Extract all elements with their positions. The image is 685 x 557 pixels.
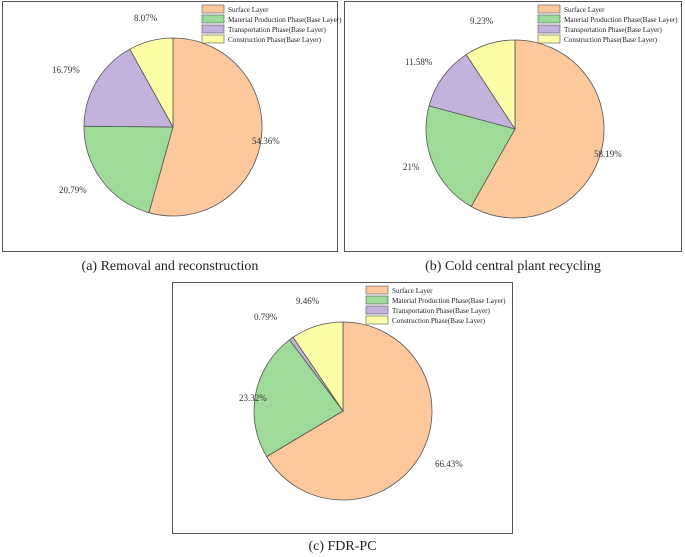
- legend-construction-swatch: [365, 315, 389, 325]
- slice-material-production: [83, 125, 174, 214]
- slice-surface-layer: [148, 37, 263, 217]
- legend-material-production-swatch: [201, 14, 225, 24]
- legend-construction-label: Construction Phase(Base Layer): [392, 317, 486, 325]
- pct-label-surface: 58.19%: [594, 149, 622, 159]
- pct-label-surface: 54.36%: [252, 136, 280, 146]
- chart-panel-a: 54.36% 20.79% 16.79% 8.07% Surface Layer Mate…: [2, 1, 342, 252]
- pct-label-transport: 16.79%: [52, 65, 80, 75]
- pie-chart-a: 54.36% 20.79% 16.79% 8.07% Surface Layer Mate…: [52, 4, 342, 217]
- legend-surface-layer-swatch: [365, 285, 389, 295]
- pct-label-transport: 0.79%: [254, 312, 278, 322]
- legend-construction-label: Construction Phase(Base Layer): [228, 36, 322, 44]
- legend-material-production-label: Material Production Phase(Base Layer): [564, 16, 678, 24]
- legend-material-production-swatch: [365, 295, 389, 305]
- pct-label-transport: 11.58%: [405, 57, 433, 67]
- slice-transportation: [428, 53, 516, 130]
- slice-construction: [465, 39, 516, 131]
- slice-construction: [292, 321, 344, 413]
- slice-material-production: [253, 339, 344, 458]
- pct-label-material: 20.79%: [59, 185, 87, 195]
- pct-label-construction: 8.07%: [134, 13, 158, 23]
- legend-surface-layer-swatch: [537, 4, 561, 14]
- slice-surface-layer: [266, 321, 433, 501]
- legend-surface-layer-label: Surface Layer: [228, 6, 269, 14]
- caption-c: (c) FDR-PC: [308, 539, 377, 554]
- legend-transportation-label: Transportation Phase(Base Layer): [564, 26, 663, 34]
- legend-construction-label: Construction Phase(Base Layer): [564, 36, 658, 44]
- legend-construction-swatch: [201, 34, 225, 44]
- pct-label-material: 21%: [403, 162, 420, 172]
- legend-transportation-swatch: [365, 305, 389, 315]
- slice-surface-layer: [470, 39, 605, 219]
- slice-material-production: [425, 105, 516, 208]
- pie-chart-b: 58.19% 21% 11.58% 9.23% Surface Layer Materia…: [403, 4, 678, 219]
- pct-label-construction: 9.46%: [296, 296, 320, 306]
- pie-chart-c: 66.43% 23.32% 0.79% 9.46% Surface Layer Mater…: [239, 285, 506, 501]
- legend-construction-swatch: [537, 34, 561, 44]
- slice-construction: [129, 37, 174, 129]
- slice-transportation: [83, 48, 174, 128]
- legend-material-production-label: Material Production Phase(Base Layer): [392, 297, 506, 305]
- caption-a: (a) Removal and reconstruction: [81, 259, 259, 274]
- chart-panel-c: 66.43% 23.32% 0.79% 9.46% Surface Layer Mater…: [172, 282, 513, 534]
- legend-material-production-swatch: [537, 14, 561, 24]
- legend-surface-layer-swatch: [201, 4, 225, 14]
- legend-transportation-swatch: [201, 24, 225, 34]
- pct-label-material: 23.32%: [239, 393, 267, 403]
- legend-transportation-label: Transportation Phase(Base Layer): [228, 26, 327, 34]
- legend-transportation-label: Transportation Phase(Base Layer): [392, 307, 491, 315]
- caption-b: (b) Cold central plant recycling: [425, 259, 601, 274]
- legend-material-production-label: Material Production Phase(Base Layer): [228, 16, 342, 24]
- chart-panel-b: 58.19% 21% 11.58% 9.23% Surface Layer Materia…: [344, 1, 682, 252]
- legend-surface-layer-label: Surface Layer: [392, 287, 433, 295]
- pct-label-construction: 9.23%: [470, 16, 494, 26]
- pct-label-surface: 66.43%: [435, 459, 463, 469]
- legend-surface-layer-label: Surface Layer: [564, 6, 605, 14]
- legend-transportation-swatch: [537, 24, 561, 34]
